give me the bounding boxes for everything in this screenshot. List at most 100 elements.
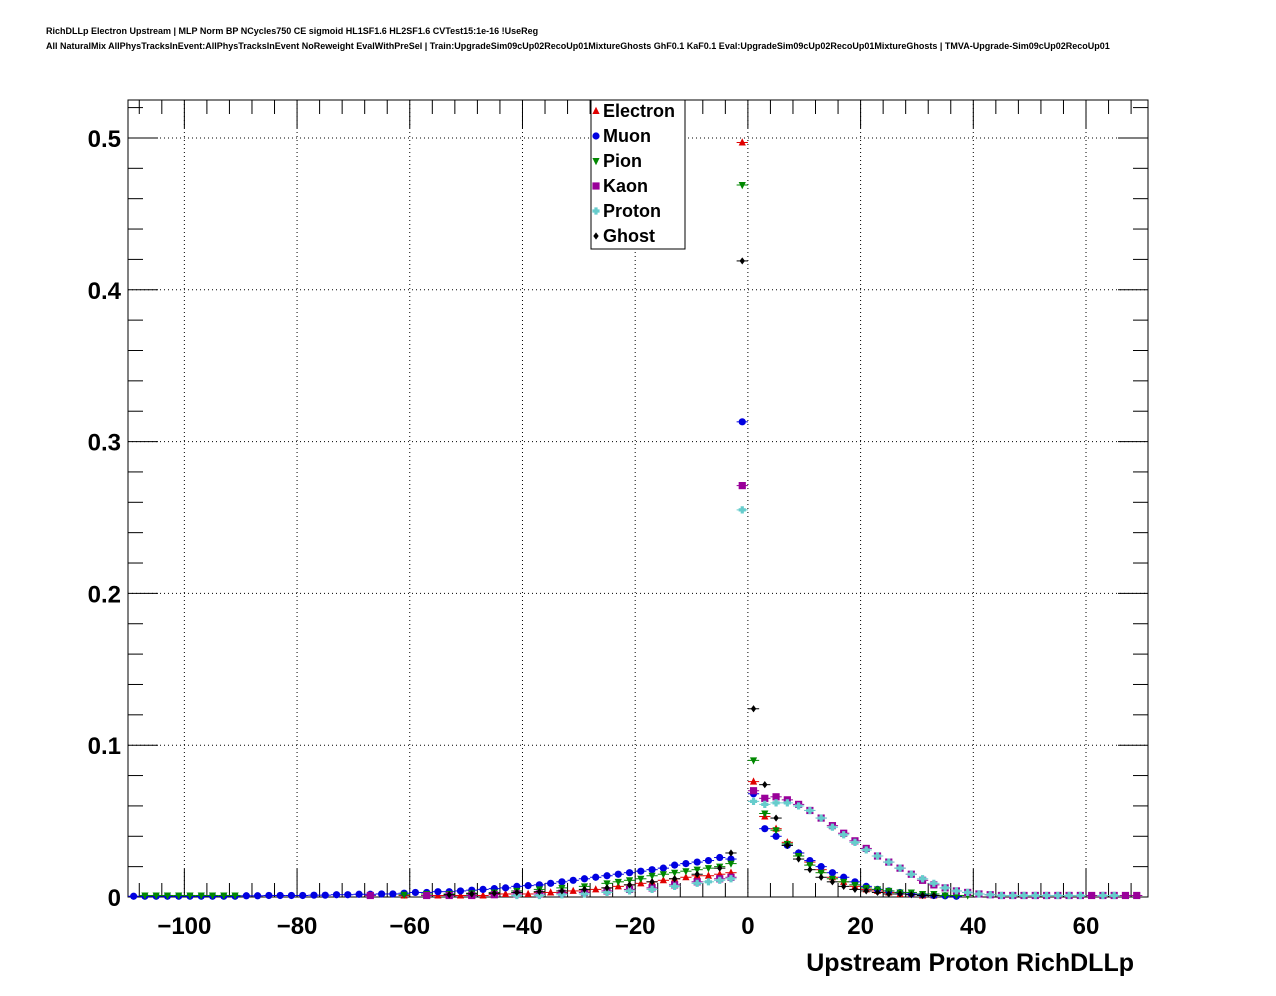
data-point <box>671 869 679 877</box>
data-point <box>727 875 735 883</box>
series-ghost <box>443 257 940 900</box>
data-point <box>479 885 487 894</box>
legend-box <box>590 99 686 250</box>
x-tick-label: 40 <box>960 913 987 940</box>
data-point <box>1110 891 1118 900</box>
data-point <box>784 841 791 849</box>
data-point <box>738 138 746 146</box>
data-point <box>693 866 701 874</box>
data-point <box>366 891 374 900</box>
data-point <box>580 890 589 898</box>
data-point <box>704 856 713 865</box>
x-tick-label: 0 <box>741 913 754 940</box>
data-point <box>614 878 622 887</box>
data-point <box>749 777 758 785</box>
data-point <box>738 182 746 190</box>
x-tick-label: −60 <box>389 913 430 940</box>
data-point <box>163 892 172 900</box>
data-point <box>501 889 510 897</box>
data-point <box>997 891 1006 900</box>
legend-item-electron: Electron <box>592 101 675 121</box>
series-proton <box>511 506 1120 900</box>
data-point <box>524 882 532 890</box>
data-point <box>592 873 600 881</box>
chart-header-line-1: RichDLLp Electron Upstream | MLP Norm BP… <box>46 26 539 36</box>
data-point <box>625 877 634 885</box>
x-tick-label: −20 <box>615 913 656 940</box>
legend-label: Kaon <box>603 176 648 196</box>
data-point <box>423 891 431 900</box>
data-point <box>186 892 194 900</box>
data-point <box>682 860 690 868</box>
data-point <box>749 797 758 805</box>
data-point <box>659 871 667 879</box>
data-point <box>941 892 949 900</box>
data-point <box>952 887 960 895</box>
data-point <box>469 890 475 898</box>
data-point <box>603 888 611 897</box>
data-series <box>128 138 1143 900</box>
data-point <box>659 864 667 872</box>
data-point <box>254 892 262 900</box>
legend-marker <box>592 106 600 114</box>
data-point <box>761 794 769 802</box>
legend-item-ghost: Ghost <box>593 226 655 246</box>
data-point <box>559 887 565 895</box>
data-point <box>897 890 903 898</box>
data-point <box>772 793 780 801</box>
legend-label: Electron <box>603 101 675 121</box>
data-point <box>818 873 824 881</box>
data-point <box>738 418 746 426</box>
y-tick-label: 0.4 <box>88 278 122 305</box>
legend-marker <box>592 158 600 166</box>
data-point <box>197 892 205 900</box>
data-point <box>772 799 780 807</box>
data-point <box>524 889 532 897</box>
data-point <box>931 891 937 900</box>
data-point <box>682 873 690 881</box>
data-point <box>919 891 926 900</box>
data-point <box>648 872 656 880</box>
data-point <box>694 870 700 878</box>
data-point <box>975 890 983 898</box>
data-point <box>558 878 566 886</box>
data-point <box>152 892 160 900</box>
data-point <box>648 885 656 894</box>
data-point <box>637 867 645 875</box>
data-point <box>175 892 183 900</box>
data-point <box>491 889 497 897</box>
data-point <box>299 891 307 900</box>
data-point <box>1065 891 1073 900</box>
data-point <box>795 855 802 863</box>
x-axis-title: Upstream Proton RichDLLp <box>806 949 1134 977</box>
data-point <box>773 814 779 822</box>
data-point <box>1088 891 1096 900</box>
data-point <box>886 890 892 898</box>
data-point <box>772 827 780 835</box>
legend-item-muon: Muon <box>592 126 651 146</box>
x-tick-label: −40 <box>502 913 543 940</box>
data-point <box>614 870 622 878</box>
data-point <box>941 884 949 892</box>
data-point <box>411 888 420 897</box>
series-kaon <box>364 481 1143 900</box>
data-point <box>873 852 882 860</box>
data-point <box>604 884 610 892</box>
data-point <box>986 891 994 899</box>
data-point <box>885 858 893 866</box>
legend-label: Proton <box>603 201 661 221</box>
data-point <box>625 869 634 877</box>
data-point <box>1042 891 1051 900</box>
y-tick-label: 0.3 <box>88 430 121 457</box>
data-point <box>749 757 758 765</box>
data-point <box>671 882 679 890</box>
data-point <box>738 481 746 490</box>
data-point <box>862 846 870 854</box>
legend: Electron Muon Pion Kaon Proton Ghost <box>590 99 686 250</box>
x-tick-label: −80 <box>277 913 318 940</box>
data-point <box>772 832 780 840</box>
data-point <box>1020 891 1028 900</box>
y-tick-label: 0.5 <box>88 126 121 153</box>
data-point <box>807 866 813 874</box>
